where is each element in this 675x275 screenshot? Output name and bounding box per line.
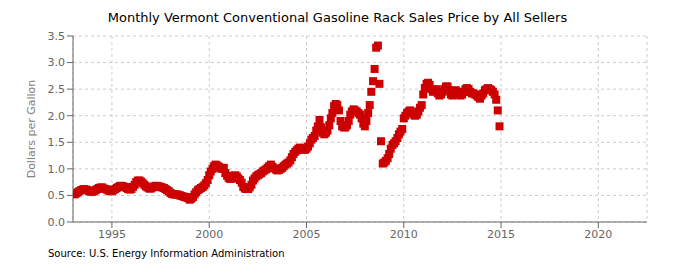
- svg-text:2.5: 2.5: [48, 83, 66, 96]
- svg-text:0.5: 0.5: [48, 189, 66, 202]
- svg-text:2015: 2015: [487, 228, 515, 241]
- html-text:Source: U.S. Energy Informatio: Source: U.S. Energy Information Administ…: [48, 248, 285, 259]
- svg-text:2005: 2005: [292, 228, 320, 241]
- svg-text:0.0: 0.0: [48, 216, 66, 229]
- svg-text:3.0: 3.0: [48, 56, 66, 69]
- svg-text:3.5: 3.5: [48, 30, 66, 43]
- html-text:Monthly Vermont Conventional G: Monthly Vermont Conventional Gasoline Ra…: [107, 10, 568, 25]
- svg-text:2000: 2000: [195, 228, 223, 241]
- svg-text:2010: 2010: [390, 228, 418, 241]
- svg-text:Dollars per Gallon: Dollars per Gallon: [25, 80, 38, 179]
- svg-text:2020: 2020: [584, 228, 612, 241]
- svg-text:2.0: 2.0: [48, 110, 66, 123]
- svg-text:1995: 1995: [98, 228, 126, 241]
- svg-text:1.5: 1.5: [48, 136, 66, 149]
- svg-text:1.0: 1.0: [48, 163, 66, 176]
